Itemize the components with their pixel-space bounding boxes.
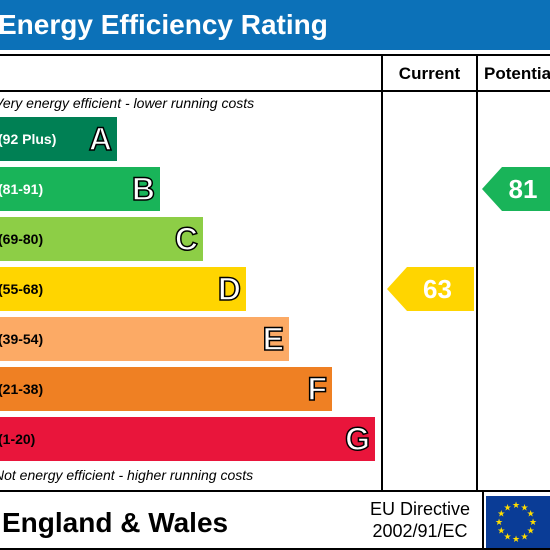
- potential-arrow-shape: [482, 167, 550, 211]
- eu-star-icon: ★: [520, 532, 528, 542]
- eu-flag-icon: ★ ★ ★ ★ ★ ★ ★ ★ ★ ★ ★ ★: [486, 496, 550, 548]
- band-e: (39-54) E: [0, 317, 289, 361]
- band-range-label: (81-91): [0, 181, 44, 197]
- eu-star-icon: ★: [520, 502, 528, 512]
- eu-star-icon: ★: [495, 517, 503, 527]
- footer-divider: [0, 490, 550, 492]
- band-letter: C: [174, 220, 199, 258]
- column-divider-current: [381, 54, 383, 492]
- band-range-label: (69-80): [0, 231, 44, 247]
- eu-directive-line1: EU Directive: [369, 499, 471, 519]
- region-label: England & Wales: [2, 507, 229, 538]
- potential-rating-value: 81: [508, 174, 538, 204]
- band-range-label: (55-68): [0, 281, 44, 297]
- chart-title: Energy Efficiency Rating: [0, 9, 328, 40]
- eu-star-icon: ★: [503, 532, 511, 542]
- potential-rating-arrow: 81: [482, 167, 550, 211]
- eu-star-icon: ★: [527, 526, 535, 536]
- band-b: (81-91) B: [0, 167, 160, 211]
- band-letter: G: [344, 420, 370, 458]
- band-range-label: (39-54): [0, 331, 44, 347]
- band-letter: A: [88, 120, 113, 158]
- current-arrow-shape: [387, 267, 474, 311]
- chart-frame: [0, 54, 550, 550]
- note-inefficient: Not energy efficient - higher running co…: [0, 467, 254, 483]
- band-letter: B: [131, 170, 156, 208]
- current-rating-arrow: 63: [387, 267, 474, 311]
- band-range-label: (21-38): [0, 381, 44, 397]
- band-letter: E: [262, 320, 285, 358]
- band-c: (69-80) C: [0, 217, 203, 261]
- band-g: (1-20) G: [0, 417, 375, 461]
- eu-star-icon: ★: [497, 509, 505, 519]
- column-header-potential: Potential: [484, 64, 550, 83]
- eu-star-icon: ★: [512, 500, 520, 510]
- eu-star-icon: ★: [512, 534, 520, 544]
- band-d: (55-68) D: [0, 267, 246, 311]
- eu-directive: EU Directive 2002/91/EC: [360, 498, 480, 542]
- band-a: (92 Plus) A: [0, 117, 117, 161]
- note-efficient: Very energy efficient - lower running co…: [0, 95, 255, 111]
- eu-star-icon: ★: [527, 509, 535, 519]
- band-range-label: (1-20): [0, 431, 36, 447]
- footer-divider-flag: [482, 490, 484, 550]
- header-divider: [0, 90, 550, 92]
- current-rating-value: 63: [423, 274, 452, 304]
- band-f: (21-38) F: [0, 367, 332, 411]
- title-bar: Energy Efficiency Rating: [0, 0, 550, 50]
- eu-star-icon: ★: [503, 502, 511, 512]
- band-letter: F: [307, 370, 328, 408]
- eu-star-icon: ★: [529, 517, 537, 527]
- column-header-current: Current: [398, 64, 461, 83]
- column-divider-potential: [476, 54, 478, 492]
- band-range-label: (92 Plus): [0, 131, 57, 147]
- eu-star-icon: ★: [497, 526, 505, 536]
- eu-directive-line2: 2002/91/EC: [372, 521, 468, 541]
- band-letter: D: [217, 270, 242, 308]
